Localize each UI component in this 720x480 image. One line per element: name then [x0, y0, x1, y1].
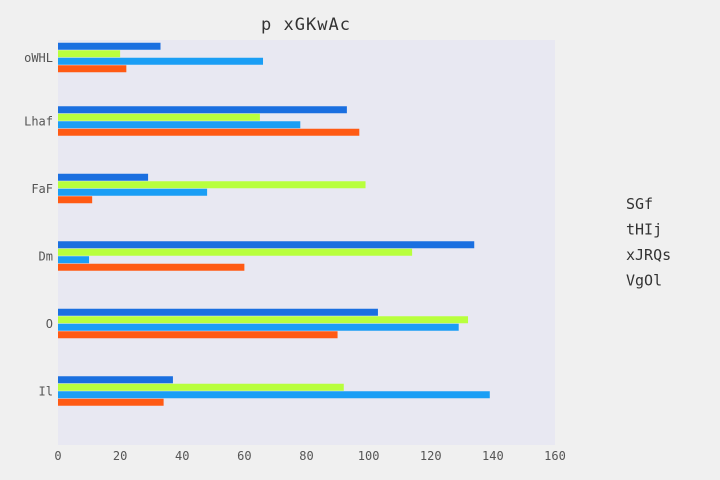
- bar-O-VgOl: [58, 331, 338, 339]
- bar-Dm-VgOl: [58, 263, 245, 271]
- legend-item-VgOl: VgOl: [626, 272, 662, 290]
- x-tick-label-20: 20: [113, 449, 127, 463]
- y-tick-label-FaF: FaF: [31, 182, 53, 196]
- y-tick-labels: oWHL Lhaf FaF Dm O Il: [24, 51, 53, 399]
- x-tick-label-80: 80: [299, 449, 313, 463]
- bar-O-tHIj: [58, 316, 469, 324]
- y-tick-label-oWHL: oWHL: [24, 51, 53, 65]
- bar-Lhaf-tHIj: [58, 113, 260, 121]
- bar-FaF-xJRQs: [58, 188, 208, 196]
- y-tick-label-O: O: [46, 317, 53, 331]
- bar-oWHL-tHIj: [58, 50, 121, 58]
- y-tick-label-Il: Il: [39, 384, 53, 398]
- bar-Lhaf-SGf: [58, 106, 347, 114]
- y-tick-label-Lhaf: Lhaf: [24, 114, 53, 128]
- x-tick-label-140: 140: [482, 449, 504, 463]
- bar-Il-VgOl: [58, 398, 164, 406]
- x-tick-label-100: 100: [358, 449, 380, 463]
- bar-oWHL-VgOl: [58, 65, 127, 73]
- x-tick-label-160: 160: [544, 449, 566, 463]
- legend-item-SGf: SGf: [626, 195, 653, 213]
- x-tick-label-40: 40: [175, 449, 189, 463]
- bar-FaF-SGf: [58, 173, 149, 181]
- bar-Il-tHIj: [58, 383, 344, 391]
- bar-oWHL-SGf: [58, 42, 161, 50]
- y-tick-label-Dm: Dm: [39, 249, 53, 263]
- bar-O-xJRQs: [58, 323, 459, 331]
- x-tick-label-60: 60: [237, 449, 251, 463]
- bar-oWHL-xJRQs: [58, 57, 264, 65]
- legend: SGf tHIj xJRQs VgOl: [626, 195, 671, 290]
- legend-item-tHIj: tHIj: [626, 221, 662, 239]
- bar-Il-SGf: [58, 376, 173, 384]
- bar-Dm-tHIj: [58, 248, 413, 256]
- chart-title: p xGKwAc: [261, 15, 351, 35]
- x-tick-label-0: 0: [54, 449, 61, 463]
- bars-group: [58, 42, 490, 406]
- bar-FaF-tHIj: [58, 181, 366, 189]
- bar-O-SGf: [58, 308, 378, 316]
- legend-item-xJRQs: xJRQs: [626, 246, 671, 264]
- x-tick-label-120: 120: [420, 449, 442, 463]
- x-tick-labels: 0 20 40 60 80 100 120 140 160: [54, 449, 565, 463]
- bar-Il-xJRQs: [58, 391, 490, 399]
- bar-Lhaf-xJRQs: [58, 121, 301, 129]
- bar-Lhaf-VgOl: [58, 128, 360, 136]
- bar-Dm-SGf: [58, 241, 475, 249]
- bar-FaF-VgOl: [58, 196, 93, 204]
- bar-Dm-xJRQs: [58, 256, 90, 264]
